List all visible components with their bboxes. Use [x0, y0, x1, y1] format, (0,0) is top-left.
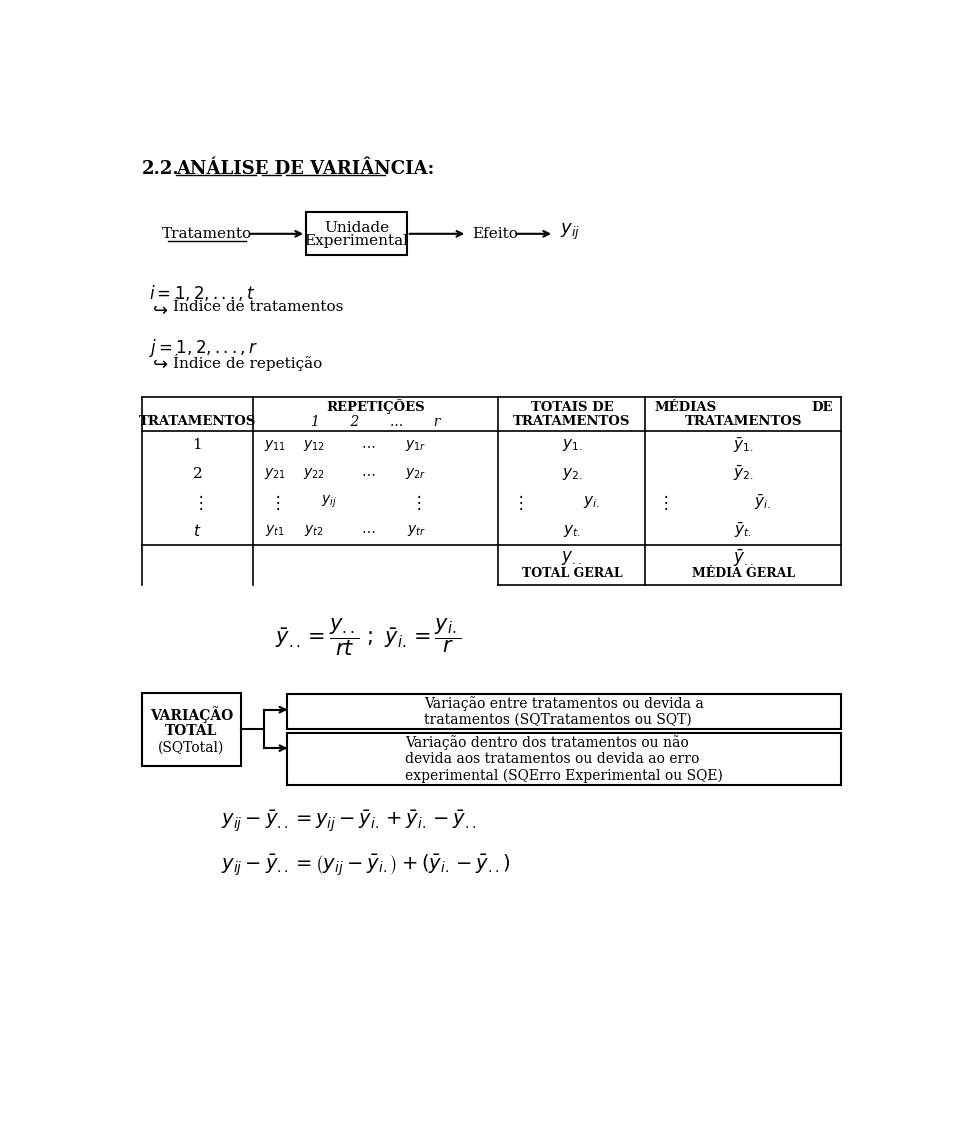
- Text: DE: DE: [811, 400, 833, 414]
- Text: $y_{22}$: $y_{22}$: [302, 467, 324, 481]
- Text: $\vdots$: $\vdots$: [657, 492, 668, 512]
- Text: Variação entre tratamentos ou devida a
tratamentos (SQTratamentos ou SQT): Variação entre tratamentos ou devida a t…: [424, 696, 704, 727]
- Text: MÉDIA GERAL: MÉDIA GERAL: [691, 567, 795, 580]
- Text: 1: 1: [193, 438, 203, 452]
- Text: $\hookrightarrow$: $\hookrightarrow$: [150, 355, 169, 373]
- Text: $y_{2r}$: $y_{2r}$: [405, 467, 426, 481]
- Text: $y_{ij}$: $y_{ij}$: [561, 222, 580, 242]
- Text: TOTAL: TOTAL: [165, 725, 218, 738]
- Text: $\bar{y}_{..}$: $\bar{y}_{..}$: [732, 548, 754, 569]
- Text: TOTAIS DE: TOTAIS DE: [531, 400, 613, 414]
- Text: TOTAL GERAL: TOTAL GERAL: [521, 567, 622, 580]
- FancyBboxPatch shape: [287, 694, 841, 729]
- Text: (SQTotal): (SQTotal): [158, 742, 225, 755]
- Text: $y_{11}$: $y_{11}$: [264, 437, 286, 453]
- Text: $y_{t.}$: $y_{t.}$: [563, 523, 581, 539]
- Text: $\vdots$: $\vdots$: [512, 492, 523, 512]
- Text: Índice de repetição: Índice de repetição: [173, 354, 322, 371]
- Text: $y_{t2}$: $y_{t2}$: [304, 523, 324, 538]
- Text: REPETIÇÕES: REPETIÇÕES: [326, 400, 425, 415]
- Text: Unidade: Unidade: [324, 221, 389, 234]
- Text: $\hookrightarrow$: $\hookrightarrow$: [150, 301, 169, 319]
- Text: $y_{ij} - \bar{y}_{..} = y_{ij} - \bar{y}_{i.} + \bar{y}_{i.} - \bar{y}_{..}$: $y_{ij} - \bar{y}_{..} = y_{ij} - \bar{y…: [221, 808, 476, 834]
- Text: MÉDIAS: MÉDIAS: [655, 400, 717, 414]
- Text: $y_{ij}$: $y_{ij}$: [322, 494, 337, 511]
- Text: $y_{2.}$: $y_{2.}$: [562, 465, 582, 481]
- Text: $\bar{y}_{2.}$: $\bar{y}_{2.}$: [732, 464, 754, 483]
- Text: 2: 2: [193, 467, 203, 480]
- Text: $\bar{y}_{1.}$: $\bar{y}_{1.}$: [732, 436, 754, 454]
- Text: TRATAMENTOS: TRATAMENTOS: [514, 415, 631, 428]
- Text: $y_{t1}$: $y_{t1}$: [265, 523, 285, 538]
- Text: TRATAMENTOS: TRATAMENTOS: [684, 415, 802, 428]
- Text: $\bar{y}_{..} = \dfrac{y_{..}}{rt}\ ;\ \bar{y}_{i.} = \dfrac{y_{i.}}{r}$: $\bar{y}_{..} = \dfrac{y_{..}}{rt}\ ;\ \…: [275, 616, 462, 658]
- Text: $t$: $t$: [193, 523, 202, 539]
- Text: $\cdots$: $\cdots$: [361, 438, 375, 452]
- FancyBboxPatch shape: [287, 733, 841, 786]
- Text: 1       2       ...       r: 1 2 ... r: [311, 415, 441, 428]
- Text: TRATAMENTOS: TRATAMENTOS: [139, 415, 256, 428]
- Text: $\bar{y}_{i.}$: $\bar{y}_{i.}$: [755, 492, 771, 512]
- FancyBboxPatch shape: [306, 212, 407, 256]
- Text: Experimental: Experimental: [304, 234, 408, 248]
- Text: Tratamento: Tratamento: [161, 227, 252, 241]
- Text: ANÁLISE DE VARIÂNCIA:: ANÁLISE DE VARIÂNCIA:: [176, 160, 434, 178]
- Text: Efeito: Efeito: [472, 227, 518, 241]
- Text: $\vdots$: $\vdots$: [192, 492, 204, 512]
- Text: 2.2.: 2.2.: [142, 160, 180, 178]
- Text: $\cdots$: $\cdots$: [361, 524, 375, 538]
- Text: Índice de tratamentos: Índice de tratamentos: [173, 300, 343, 314]
- Text: $y_{1r}$: $y_{1r}$: [405, 437, 426, 453]
- Text: $y_{tr}$: $y_{tr}$: [407, 523, 425, 538]
- Text: $\cdots$: $\cdots$: [361, 467, 375, 480]
- Text: $y_{12}$: $y_{12}$: [302, 437, 324, 453]
- Text: $y_{ij} - \bar{y}_{..} = \left(y_{ij} - \bar{y}_{i.}\right) + \left(\bar{y}_{i.}: $y_{ij} - \bar{y}_{..} = \left(y_{ij} - …: [221, 853, 510, 878]
- FancyBboxPatch shape: [142, 693, 241, 766]
- Text: $y_{i.}$: $y_{i.}$: [583, 494, 599, 511]
- Text: $y_{1.}$: $y_{1.}$: [562, 437, 582, 453]
- Text: VARIAÇÃO: VARIAÇÃO: [150, 706, 233, 722]
- Text: $y_{..}$: $y_{..}$: [562, 549, 582, 567]
- Text: $\bar{y}_{t.}$: $\bar{y}_{t.}$: [734, 521, 752, 540]
- Text: $\vdots$: $\vdots$: [270, 492, 280, 512]
- Text: $j = 1, 2, ..., r$: $j = 1, 2, ..., r$: [150, 337, 258, 360]
- Text: $\vdots$: $\vdots$: [411, 492, 421, 512]
- Text: $y_{21}$: $y_{21}$: [264, 467, 286, 481]
- Text: $i = 1, 2, ..., t$: $i = 1, 2, ..., t$: [150, 283, 255, 303]
- Text: Variação dentro dos tratamentos ou não
devida aos tratamentos ou devida ao erro
: Variação dentro dos tratamentos ou não d…: [405, 735, 723, 783]
